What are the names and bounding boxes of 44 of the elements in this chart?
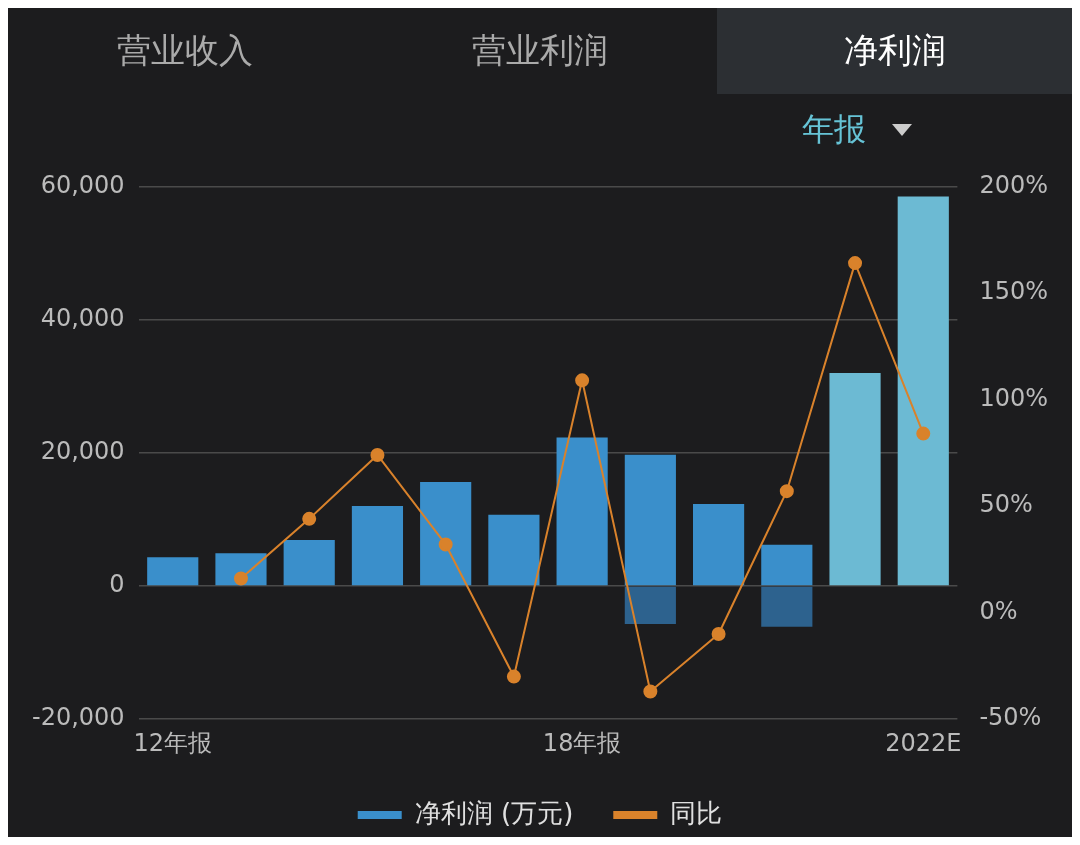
y2-tick-label: 50% — [979, 490, 1033, 519]
y-tick-label: -20,000 — [32, 703, 125, 732]
legend-label: 同比 — [670, 797, 723, 828]
bar — [147, 557, 199, 586]
point — [302, 511, 317, 526]
point — [233, 571, 248, 586]
bar — [624, 586, 676, 624]
point — [848, 256, 863, 271]
point — [575, 373, 590, 388]
text: 年报 — [802, 109, 866, 150]
bar — [624, 454, 676, 586]
bar — [761, 544, 813, 586]
y2-tick-label: 200% — [979, 170, 1049, 199]
bar — [556, 437, 608, 586]
point — [711, 626, 726, 641]
text: 营业利润 — [471, 29, 609, 72]
point — [370, 447, 385, 462]
bar — [420, 482, 472, 586]
y-tick-label: 20,000 — [40, 437, 125, 466]
bar — [761, 586, 813, 627]
x-tick-label: 2022E — [885, 728, 962, 757]
y-tick-label: 40,000 — [40, 303, 125, 332]
legend-label: 净利润 (万元) — [414, 797, 574, 828]
y-tick-label: 60,000 — [40, 170, 125, 199]
y2-tick-label: -50% — [979, 703, 1042, 732]
bar — [351, 506, 404, 586]
x-tick-label: 12年报 — [133, 728, 213, 757]
bar — [829, 372, 881, 586]
text: 净利润 — [717, 8, 1073, 94]
bar — [488, 514, 540, 586]
bar — [283, 540, 335, 586]
y2-tick-label: 0% — [979, 596, 1018, 625]
bar — [897, 196, 949, 586]
point — [916, 426, 931, 441]
point — [779, 484, 794, 499]
text: 营业收入 — [116, 29, 255, 72]
y2-tick-label: 100% — [979, 383, 1049, 412]
point — [643, 684, 658, 699]
x-tick-label: 18年报 — [542, 728, 622, 757]
y-tick-label: 0 — [109, 570, 125, 599]
point — [438, 537, 453, 552]
bar — [693, 504, 745, 586]
y2-tick-label: 150% — [979, 277, 1049, 306]
point — [506, 669, 521, 684]
